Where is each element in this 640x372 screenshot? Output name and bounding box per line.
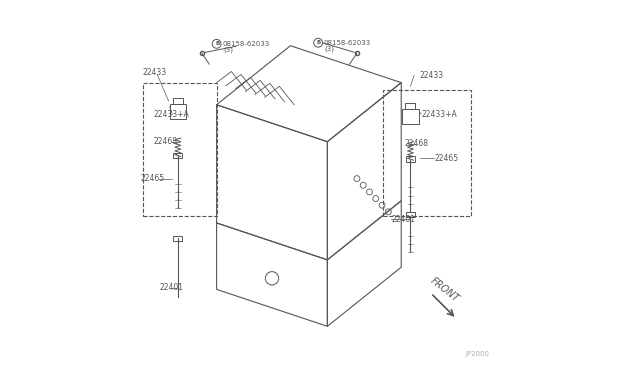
Text: (3): (3): [223, 46, 233, 52]
Text: 22465: 22465: [435, 154, 459, 163]
Text: (3): (3): [324, 45, 335, 52]
Text: 08158-62033: 08158-62033: [324, 40, 371, 46]
Bar: [143, 83, 216, 215]
Bar: [173, 236, 182, 241]
Bar: [402, 109, 419, 124]
Text: 22433: 22433: [143, 68, 167, 77]
Text: B: B: [215, 41, 220, 46]
Bar: [170, 104, 186, 119]
Bar: [173, 98, 183, 104]
Text: 08158-62033: 08158-62033: [222, 41, 269, 47]
Text: FRONT: FRONT: [429, 275, 461, 304]
Text: 22465: 22465: [141, 174, 165, 183]
Text: 22468: 22468: [405, 139, 429, 148]
Text: 22468: 22468: [154, 137, 178, 146]
Text: 22401: 22401: [392, 215, 416, 224]
Text: B: B: [317, 40, 321, 45]
Bar: [173, 153, 182, 158]
Text: JP2000: JP2000: [466, 351, 490, 357]
Text: 22401: 22401: [159, 283, 184, 292]
Bar: [406, 103, 415, 109]
Text: 22433+A: 22433+A: [154, 109, 189, 119]
Bar: [406, 212, 415, 217]
Bar: [406, 157, 415, 162]
Text: 22433: 22433: [420, 71, 444, 80]
Text: 22433+A: 22433+A: [422, 109, 458, 119]
Bar: [383, 90, 472, 215]
